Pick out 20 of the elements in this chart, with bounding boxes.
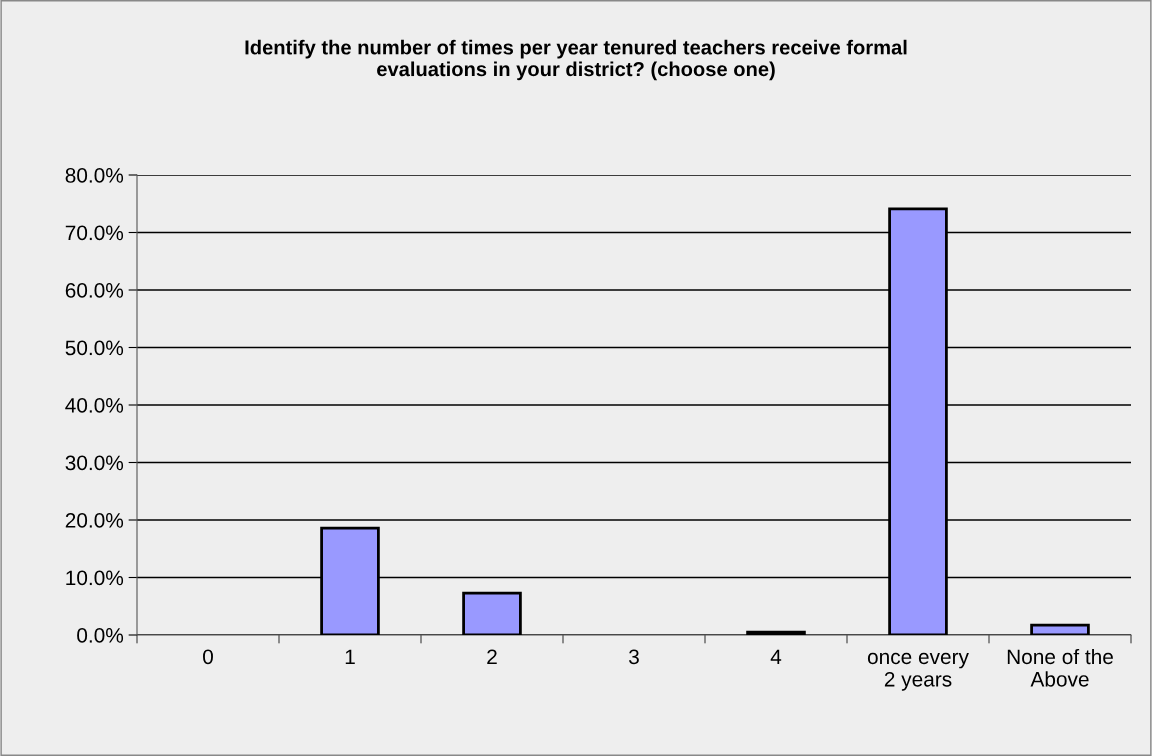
bar — [462, 591, 522, 635]
y-tick-label: 20.0% — [65, 513, 124, 528]
y-tick-label: 70.0% — [65, 225, 124, 241]
y-tick-label: 60.0% — [65, 283, 124, 298]
x-tick-label: 3 — [629, 649, 639, 665]
y-tick-label: 0.0% — [77, 628, 124, 643]
y-tick-label: 30.0% — [65, 455, 124, 471]
x-tick-label: 0 — [203, 649, 213, 665]
y-tick-label: 80.0% — [65, 168, 124, 183]
chart-title: Identify the number of times per year tenured teachers receive formal evaluations in your district? (choose one) — [245, 39, 907, 81]
y-tick-label: 50.0% — [65, 340, 124, 356]
x-tick-label: 1 — [345, 649, 355, 664]
y-tick-label: 40.0% — [65, 398, 124, 413]
x-tick-label: 4 — [770, 649, 782, 664]
bar — [746, 630, 806, 635]
x-tick-label: None of the Above — [1007, 648, 1113, 687]
bar — [1030, 623, 1090, 635]
y-tick-label: 10.0% — [66, 570, 124, 586]
x-tick-label: once every 2 years — [867, 652, 969, 691]
x-tick-label: 2 — [487, 649, 497, 664]
